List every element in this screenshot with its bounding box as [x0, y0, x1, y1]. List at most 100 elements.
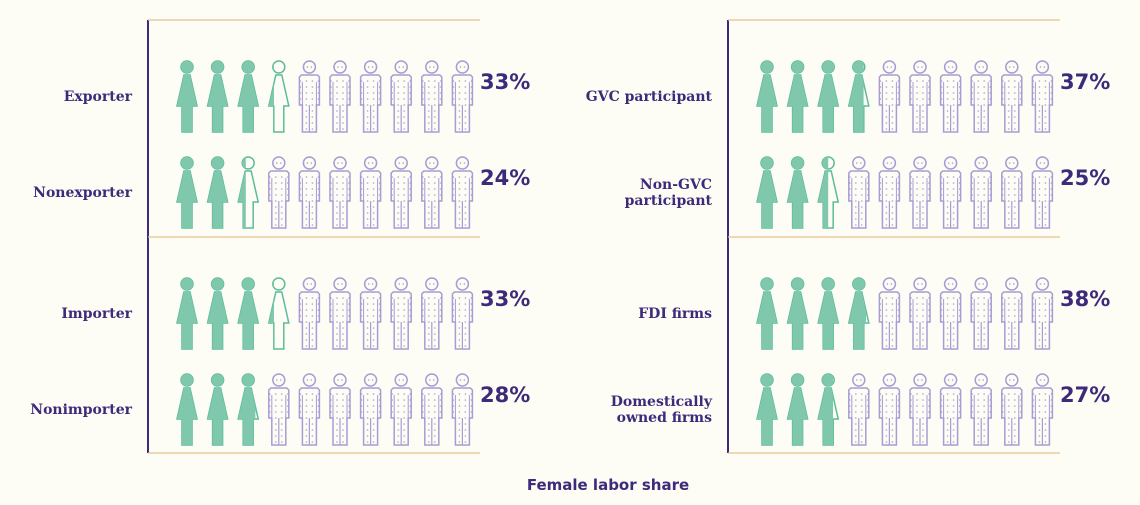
female-icon	[176, 277, 198, 350]
male-icon	[390, 277, 412, 350]
value-label: 33%	[480, 70, 530, 94]
female-icon	[237, 156, 260, 229]
male-icon	[390, 156, 412, 229]
male-icon	[848, 373, 870, 446]
row-label: owned firms	[617, 410, 713, 426]
row-label: Exporter	[64, 89, 133, 105]
male-icon	[421, 60, 443, 133]
male-icon	[451, 277, 474, 350]
female-icon	[756, 373, 778, 446]
male-icon	[909, 277, 931, 350]
male-icon	[359, 373, 382, 446]
male-icon	[939, 156, 962, 229]
value-label: 24%	[480, 166, 530, 190]
value-label: 38%	[1060, 287, 1110, 311]
male-icon	[1031, 156, 1054, 229]
male-icon	[329, 373, 351, 446]
row-label: Importer	[61, 306, 132, 322]
female-icon	[206, 277, 229, 350]
male-icon	[359, 277, 382, 350]
female-icon	[786, 373, 809, 446]
male-icon	[939, 373, 962, 446]
male-icon	[329, 156, 351, 229]
male-icon	[970, 156, 992, 229]
male-icon	[1001, 277, 1023, 350]
male-icon	[1001, 156, 1023, 229]
male-icon	[878, 60, 901, 133]
male-icon	[390, 60, 412, 133]
pictogram-row: GVC participant 37%	[586, 60, 1110, 133]
male-icon	[298, 156, 321, 229]
row-label: Domestically	[611, 394, 713, 410]
row-label: Nonimporter	[30, 402, 132, 418]
row-label: Nonexporter	[33, 185, 132, 201]
female-icon	[847, 60, 870, 133]
female-icon	[176, 60, 198, 133]
pictogram-row: FDI firms 38%	[638, 277, 1110, 350]
male-icon	[359, 60, 382, 133]
pictogram-row: Exporter 33%	[64, 60, 530, 133]
male-icon	[329, 60, 351, 133]
male-icon	[970, 60, 992, 133]
male-icon	[421, 277, 443, 350]
male-icon	[1031, 373, 1054, 446]
row-label: FDI firms	[638, 306, 712, 322]
male-icon	[1031, 60, 1054, 133]
male-icon	[909, 156, 931, 229]
male-icon	[359, 156, 382, 229]
male-icon	[329, 277, 351, 350]
value-label: 27%	[1060, 383, 1110, 407]
female-icon	[206, 60, 229, 133]
pictogram-row: Nonimporter 28%	[30, 373, 530, 446]
female-icon	[817, 156, 840, 229]
row-label: participant	[625, 193, 713, 209]
female-icon	[786, 156, 809, 229]
female-icon	[847, 277, 870, 350]
female-icon	[267, 60, 290, 133]
male-icon	[909, 373, 931, 446]
male-icon	[848, 156, 870, 229]
pictogram-row: Importer 33%	[61, 277, 530, 350]
female-icon	[817, 277, 840, 350]
male-icon	[1001, 373, 1023, 446]
male-icon	[421, 156, 443, 229]
x-axis-label: Female labor share	[527, 476, 689, 494]
female-icon	[786, 277, 809, 350]
male-icon	[970, 373, 992, 446]
male-icon	[1031, 277, 1054, 350]
row-label: GVC participant	[586, 89, 713, 105]
male-icon	[298, 277, 321, 350]
female-icon	[756, 60, 778, 133]
value-label: 25%	[1060, 166, 1110, 190]
male-icon	[970, 277, 992, 350]
male-icon	[451, 156, 474, 229]
female-icon	[817, 60, 840, 133]
male-icon	[939, 60, 962, 133]
male-icon	[451, 373, 474, 446]
male-icon	[421, 373, 443, 446]
row-label: Non-GVC	[640, 177, 712, 193]
female-icon	[206, 156, 229, 229]
male-icon	[268, 373, 290, 446]
male-icon	[390, 373, 412, 446]
male-icon	[298, 373, 321, 446]
female-icon	[237, 373, 260, 446]
male-icon	[298, 60, 321, 133]
male-icon	[939, 277, 962, 350]
male-icon	[878, 277, 901, 350]
male-icon	[909, 60, 931, 133]
female-icon	[206, 373, 229, 446]
pictogram-row: Nonexporter 24%	[33, 156, 530, 229]
female-icon	[267, 277, 290, 350]
male-icon	[878, 156, 901, 229]
male-icon	[878, 373, 901, 446]
female-icon	[237, 277, 260, 350]
female-icon	[756, 277, 778, 350]
male-icon	[1001, 60, 1023, 133]
female-icon	[817, 373, 840, 446]
male-icon	[451, 60, 474, 133]
